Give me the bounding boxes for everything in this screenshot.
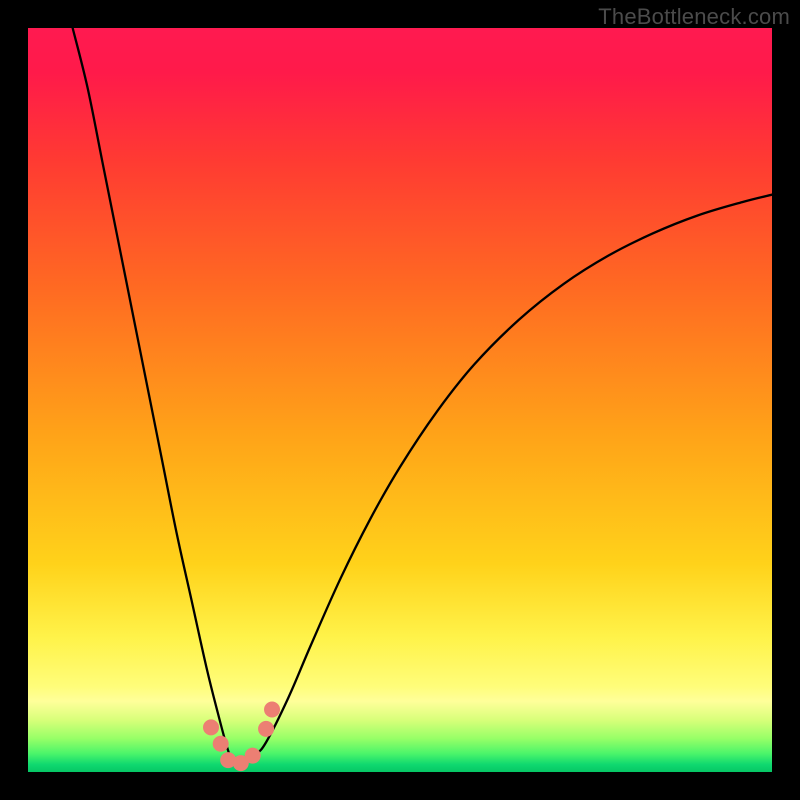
plot-area bbox=[28, 28, 772, 772]
marker-dot bbox=[245, 748, 260, 763]
marker-dot bbox=[213, 736, 228, 751]
watermark-text: TheBottleneck.com bbox=[598, 4, 790, 30]
marker-dot bbox=[259, 721, 274, 736]
chart-svg bbox=[0, 0, 800, 800]
chart-stage: TheBottleneck.com bbox=[0, 0, 800, 800]
marker-dot bbox=[204, 720, 219, 735]
marker-dot bbox=[265, 702, 280, 717]
